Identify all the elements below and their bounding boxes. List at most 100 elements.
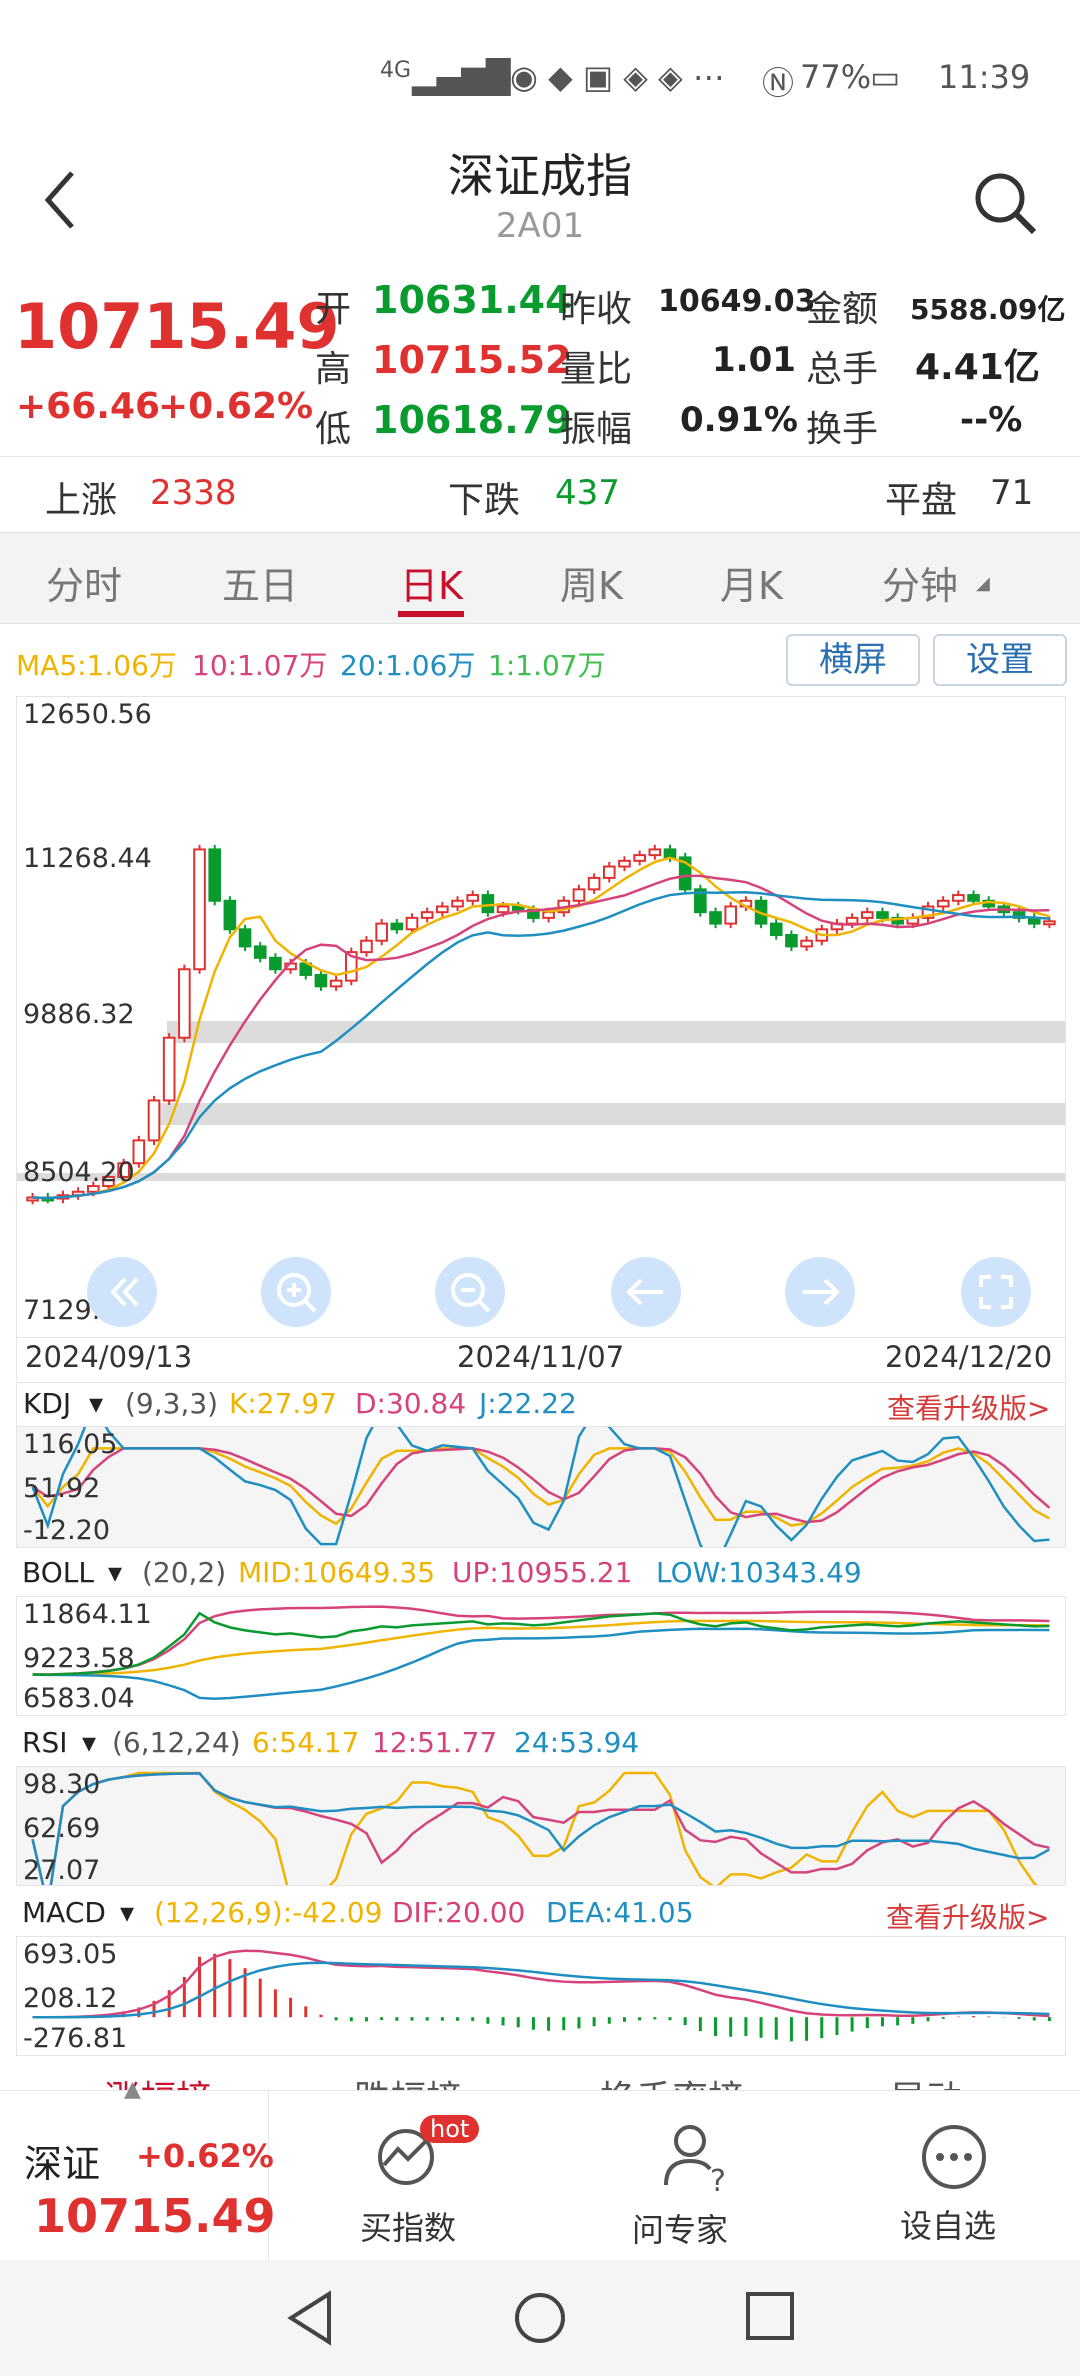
- more-icon: [922, 2125, 986, 2189]
- index-summary[interactable]: ▲ 深证 +0.62% 10715.49: [0, 2077, 276, 2261]
- zoom-out-icon[interactable]: [435, 1257, 505, 1327]
- date-axis: 2024/09/13 2024/11/07 2024/12/20: [16, 1336, 1066, 1380]
- amount-label: 金额: [806, 289, 879, 330]
- open-value: 10631.44: [372, 278, 572, 322]
- boll-header: BOLL ▾ (20,2) MID:10649.35 UP:10955.21 L…: [16, 1552, 1064, 1596]
- macd-upgrade-link[interactable]: 查看升级版>: [886, 1901, 1050, 1934]
- boll-y-tick-3: 6583.04: [23, 1683, 135, 1714]
- signal-icon: ▂▄▆█: [412, 58, 511, 96]
- scroll-left-icon[interactable]: [611, 1257, 681, 1327]
- boll-chart: 11864.11 9223.58 6583.04: [16, 1596, 1066, 1716]
- set-favorite-button[interactable]: 设自选: [890, 2113, 1040, 2253]
- tab-five-day[interactable]: 五日: [222, 564, 299, 608]
- nav-back-icon[interactable]: [285, 2290, 335, 2346]
- candle-body: [329, 979, 343, 988]
- candle-body: [208, 848, 222, 902]
- page-title: 深证成指: [448, 149, 632, 203]
- candle-body: [496, 905, 510, 914]
- low-value: 10618.79: [372, 398, 572, 442]
- candle-body: [269, 956, 282, 971]
- ma10-line: [32, 874, 1050, 1200]
- macd-y-tick-1: 693.05: [23, 1939, 118, 1970]
- candle-body: [405, 916, 419, 931]
- candle-body: [648, 848, 662, 857]
- open-label: 开: [315, 289, 352, 330]
- rsi-y-tick-1: 98.30: [23, 1769, 101, 1800]
- boll-y-tick-2: 9223.58: [23, 1643, 135, 1674]
- candle-body: [800, 939, 813, 948]
- candle-body: [178, 968, 191, 1039]
- candle-body: [511, 905, 525, 911]
- nav-home-icon[interactable]: [512, 2290, 568, 2346]
- rsi-24: 24:53.94: [514, 1726, 640, 1759]
- high-label: 高: [315, 349, 352, 390]
- rsi-y-tick-2: 62.69: [23, 1813, 101, 1844]
- tab-monthly-k[interactable]: 月K: [720, 564, 783, 608]
- kdj-selector[interactable]: KDJ: [23, 1387, 72, 1420]
- candle-body: [860, 911, 874, 919]
- candle-body: [936, 899, 950, 908]
- rsi-dropdown-icon[interactable]: ▾: [82, 1726, 97, 1759]
- candle-body: [375, 922, 388, 942]
- settings-button[interactable]: 设置: [933, 634, 1067, 686]
- boll-low-line: [32, 1627, 1050, 1701]
- collapse-arrow-icon[interactable]: ▲: [124, 2077, 141, 2102]
- macd-dea-line: [32, 1961, 1050, 2019]
- buy-index-label: 买指数: [360, 2209, 457, 2247]
- index-name: 深证: [24, 2142, 101, 2186]
- price-change: +66.46: [16, 386, 161, 427]
- macd-dif-line: [32, 1949, 1050, 2019]
- expert-icon: ?: [664, 2125, 726, 2195]
- tab-minute[interactable]: 分钟: [882, 564, 959, 608]
- macd-header: MACD ▾ (12,26,9):-42.09 DIF:20.00 DEA:41…: [16, 1892, 1064, 1936]
- rsi-selector[interactable]: RSI: [22, 1726, 68, 1759]
- candle-body: [390, 922, 404, 931]
- candle-body: [117, 1162, 130, 1178]
- ma20-line: [32, 890, 1050, 1200]
- boll-selector[interactable]: BOLL: [22, 1556, 94, 1589]
- candle-body: [1043, 920, 1056, 926]
- back-icon[interactable]: [40, 165, 90, 235]
- candle-body: [253, 945, 267, 959]
- kdj-dropdown-icon[interactable]: ▾: [89, 1387, 104, 1420]
- buy-index-icon: [378, 2129, 434, 2185]
- kline-chart[interactable]: 12650.56 11268.44 9886.32 8504.20 7129.8…: [16, 696, 1066, 1338]
- rsi-chart: 98.30 62.69 27.07: [16, 1766, 1066, 1906]
- current-price: 10715.49: [14, 290, 340, 363]
- boll-dropdown-icon[interactable]: ▾: [108, 1556, 123, 1589]
- fullscreen-icon[interactable]: [961, 1257, 1031, 1327]
- prev-close-value: 10649.03: [658, 284, 816, 319]
- candle-body: [769, 922, 783, 937]
- scroll-right-icon[interactable]: [785, 1257, 855, 1327]
- candle-body: [709, 911, 722, 925]
- vol-ratio-value: 1.01: [712, 340, 796, 380]
- ma1-label: 1:1.07万: [488, 649, 606, 682]
- macd-selector[interactable]: MACD: [22, 1896, 106, 1929]
- search-icon[interactable]: [970, 168, 1040, 238]
- tab-daily-k[interactable]: 日K: [400, 564, 463, 608]
- candle-body: [663, 848, 677, 859]
- tab-weekly-k[interactable]: 周K: [560, 564, 623, 608]
- zoom-in-icon[interactable]: [261, 1257, 331, 1327]
- boll-up: UP:10955.21: [452, 1556, 633, 1589]
- nav-recents-icon[interactable]: [744, 2290, 796, 2342]
- rewind-icon[interactable]: [87, 1257, 157, 1327]
- kdj-upgrade-link[interactable]: 查看升级版>: [887, 1392, 1051, 1425]
- tab-intraday[interactable]: 分时: [46, 564, 123, 608]
- battery-icon: ▭: [870, 58, 901, 96]
- ma10-label: 10:1.07万: [192, 649, 328, 682]
- date-end: 2024/12/20: [885, 1340, 1053, 1374]
- macd-chart: 693.05 208.12 -276.81: [16, 1936, 1066, 2056]
- rsi-params: (6,12,24): [112, 1726, 241, 1759]
- ask-expert-button[interactable]: ? 问专家: [620, 2113, 770, 2253]
- ask-expert-label: 问专家: [632, 2211, 729, 2249]
- candle-body: [147, 1099, 161, 1142]
- macd-dropdown-icon[interactable]: ▾: [120, 1896, 135, 1929]
- candle-body: [86, 1185, 100, 1193]
- landscape-button[interactable]: 横屏: [786, 634, 920, 686]
- buy-index-button[interactable]: hot 买指数: [352, 2113, 502, 2253]
- kdj-header: KDJ ▾ (9,3,3) K:27.97 D:30.84 J:22.22 查看…: [16, 1382, 1066, 1428]
- candle-body: [238, 928, 252, 948]
- system-nav-bar: [0, 2260, 1080, 2376]
- kdj-chart: 116.05 51.92 -12.20: [16, 1402, 1066, 1570]
